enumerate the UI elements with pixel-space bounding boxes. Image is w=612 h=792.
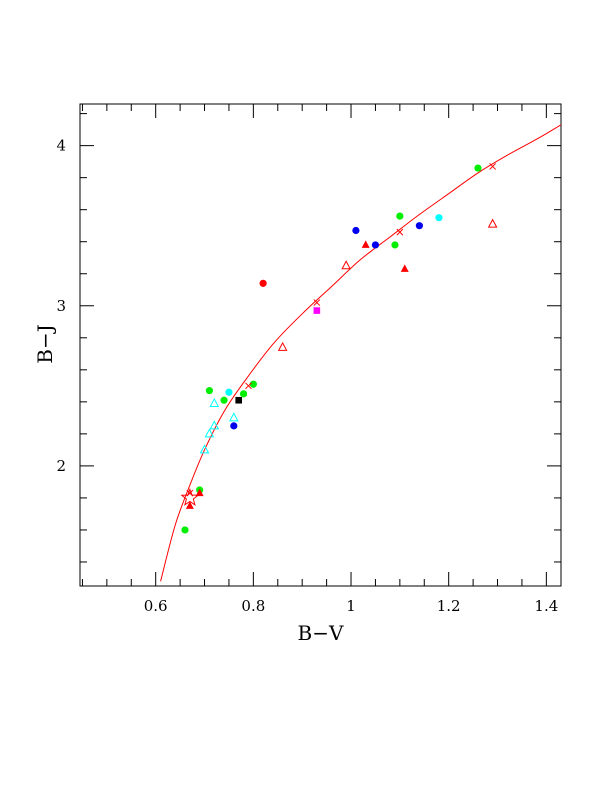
- data-point-triangle-open: [487, 218, 498, 228]
- x-tick-label: 1.4: [534, 597, 558, 615]
- data-point-cross: [489, 163, 496, 170]
- y-tick-label: 2: [56, 457, 66, 475]
- data-point-dot: [259, 279, 267, 287]
- x-tick-label: 1.2: [437, 597, 461, 615]
- data-point-star-open: [180, 487, 200, 506]
- data-point-triangle-filled: [195, 488, 204, 497]
- data-point-triangle-filled: [400, 264, 409, 272]
- axis-ticks: [80, 104, 561, 586]
- data-point-dot: [249, 380, 257, 388]
- fit-curve-layer: [160, 124, 561, 582]
- y-axis-label: B−J: [33, 324, 57, 363]
- data-point-triangle-open: [341, 260, 351, 270]
- data-point-triangle-open: [277, 341, 288, 351]
- fit-curve: [160, 124, 561, 582]
- tick-labels: 0.6 0.8 1 1.2 1.4 2 3 4: [56, 137, 558, 615]
- data-point-dot: [391, 241, 399, 249]
- data-point-square: [313, 307, 321, 314]
- data-point-dot: [371, 241, 380, 249]
- x-tick-label: 0.6: [144, 597, 168, 615]
- data-point-dot: [396, 212, 404, 220]
- data-point-dot: [205, 387, 214, 395]
- data-point-dot: [181, 526, 189, 534]
- y-tick-label: 4: [56, 137, 66, 155]
- data-point-dot: [352, 226, 360, 235]
- x-axis-label: B−V: [298, 621, 344, 645]
- data-point-triangle-open: [199, 444, 210, 454]
- x-tick-label: 1: [346, 597, 356, 615]
- data-point-dot: [415, 222, 423, 230]
- data-point-cross: [396, 228, 404, 236]
- data-point-cross: [313, 299, 321, 306]
- data-point-triangle-filled: [185, 501, 194, 509]
- data-point-dot: [474, 164, 482, 172]
- data-point-triangle-open: [209, 397, 220, 407]
- x-tick-label: 0.8: [241, 597, 265, 615]
- data-point-dot: [225, 388, 233, 396]
- data-point-dot: [220, 396, 228, 404]
- data-point-triangle-open: [228, 412, 239, 422]
- data-point-triangle-open: [204, 428, 215, 438]
- data-point-triangle-filled: [361, 240, 370, 248]
- y-tick-label: 3: [56, 297, 66, 315]
- data-points: [180, 163, 498, 534]
- data-point-square: [235, 396, 243, 404]
- data-point-dot: [239, 390, 248, 398]
- data-point-cross: [245, 382, 252, 390]
- data-point-dot: [230, 422, 238, 430]
- data-point-triangle-open: [209, 420, 220, 430]
- plot-frame: [79, 103, 562, 587]
- data-point-dot: [435, 214, 443, 222]
